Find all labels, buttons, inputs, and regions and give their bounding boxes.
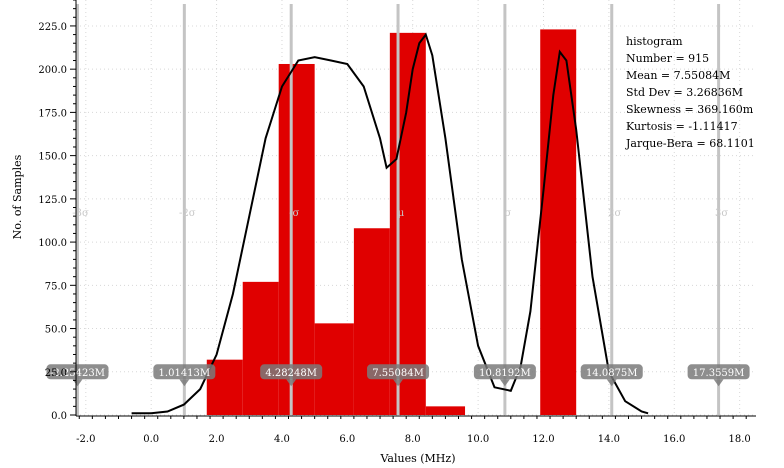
- y-tick-label: 225.0: [38, 22, 67, 33]
- sigma-marker: 7.55084M: [367, 364, 430, 387]
- sigma-marker: 17.3559M: [687, 364, 750, 387]
- sigma-marker-label: 7.55084M: [372, 368, 424, 379]
- y-tick-label: 0.0: [51, 411, 67, 422]
- density-curve-group: [131, 32, 649, 415]
- sigma-marker-label: 10.8192M: [479, 368, 531, 379]
- sigma-marker-pointer: [606, 379, 617, 387]
- x-tick-label: 14.0: [598, 434, 620, 445]
- sigma-label: -3σ: [72, 208, 89, 219]
- stats-line: Number = 915: [626, 52, 709, 65]
- sigma-label: 2σ: [608, 208, 621, 219]
- stats-line: Std Dev = 3.26836M: [626, 86, 743, 99]
- sigma-marker-box: [46, 364, 109, 380]
- histogram-bar: [242, 281, 279, 415]
- sigma-label: 3σ: [715, 208, 728, 219]
- sigma-label: -2σ: [179, 208, 196, 219]
- sigma-marker-label: 1.01413M: [159, 368, 211, 379]
- sigma-marker-box: [473, 364, 536, 380]
- sigma-marker-label: 17.3559M: [693, 368, 745, 379]
- sigma-marker-pointer: [286, 379, 297, 387]
- y-tick-label: 150.0: [38, 152, 67, 163]
- y-tick-label: 100.0: [38, 238, 67, 249]
- axes: 0.0 25.0 50.0 75.0 100.0 125.0 150.0 175.0 200.0…: [38, 0, 756, 445]
- sigma-lines: -3σ -2σ -σ μ σ 2σ 3σ: [72, 4, 728, 415]
- sigma-marker: -2.25423M: [46, 364, 109, 387]
- x-tick-label: 2.0: [209, 434, 225, 445]
- sigma-marker-pointer: [713, 379, 724, 387]
- histogram-bar: [389, 32, 426, 416]
- y-tick-label: 25.0: [45, 368, 67, 379]
- sigma-marker-pointer: [499, 379, 510, 387]
- x-axis-label: Values (MHz): [380, 452, 456, 465]
- sigma-marker-label: 14.0875M: [586, 368, 638, 379]
- sigma-label: σ: [504, 208, 511, 219]
- y-tick-label: 200.0: [38, 65, 67, 76]
- sigma-marker: 14.0875M: [580, 364, 643, 387]
- x-tick-label: 8.0: [405, 434, 421, 445]
- sigma-marker-box: [367, 364, 430, 380]
- sigma-label: -σ: [289, 208, 299, 219]
- sigma-marker: 1.01413M: [153, 364, 216, 387]
- sigma-marker-pointer: [179, 379, 190, 387]
- sigma-marker-pointer: [393, 379, 404, 387]
- sigma-marker-box: [580, 364, 643, 380]
- y-tick-label: 125.0: [38, 195, 67, 206]
- bars: [206, 29, 577, 416]
- stats-line: histogram: [626, 35, 683, 48]
- histogram-bar: [353, 228, 390, 415]
- sigma-marker-box: [260, 364, 323, 380]
- histogram-bar: [278, 63, 315, 416]
- x-tick-label: 12.0: [532, 434, 554, 445]
- x-tick-label: 16.0: [663, 434, 685, 445]
- x-tick-label: 6.0: [339, 434, 355, 445]
- sigma-marker: 10.8192M: [473, 364, 536, 387]
- stats-line: Jarque-Bera = 68.1101: [625, 137, 755, 150]
- sigma-marker-box: [153, 364, 216, 380]
- y-tick-label: 175.0: [38, 108, 67, 119]
- sigma-marker-pointer: [72, 379, 83, 387]
- x-tick-label: 10.0: [467, 434, 489, 445]
- density-curve: [131, 32, 649, 415]
- sigma-marker-label: -2.25423M: [50, 368, 105, 379]
- sigma-label: μ: [398, 208, 405, 219]
- y-tick-label: 50.0: [45, 325, 67, 336]
- sigma-marker: 4.28248M: [260, 364, 323, 387]
- stats-line: Skewness = 369.160m: [626, 103, 754, 116]
- y-axis-label: No. of Samples: [11, 154, 24, 239]
- x-tick-label: 0.0: [143, 434, 159, 445]
- sigma-marker-label: 4.28248M: [265, 368, 317, 379]
- sigma-markers: -2.25423M 1.01413M 4.28248M 7.55084M 10.8192…: [46, 364, 750, 387]
- sigma-marker-box: [687, 364, 750, 380]
- x-tick-label: 18.0: [729, 434, 751, 445]
- stats-line: Kurtosis = -1.11417: [626, 120, 738, 133]
- x-tick-label: 4.0: [274, 434, 290, 445]
- stats-line: Mean = 7.55084M: [626, 69, 730, 82]
- histogram-bar: [425, 406, 466, 415]
- y-tick-label: 75.0: [45, 281, 67, 292]
- stats-box: histogram Number = 915 Mean = 7.55084M Std …: [625, 35, 755, 150]
- x-tick-label: -2.0: [76, 434, 95, 445]
